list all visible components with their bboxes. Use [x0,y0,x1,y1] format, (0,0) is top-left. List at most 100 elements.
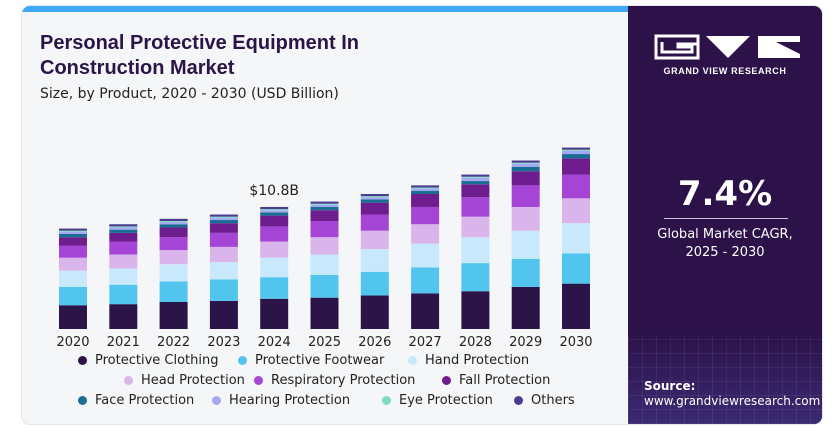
x-tick-label-2029: 2029 [509,335,542,350]
bar-segment-protective-footwear-2026 [360,271,389,296]
bar-segment-others-2022 [159,218,188,221]
bar-segment-hand-protection-2029 [511,230,540,259]
source-link[interactable]: www.grandviewresearch.com [644,394,821,408]
bar-segment-fall-protection-2023 [209,223,238,233]
bar-segment-hearing-protection-2023 [209,217,238,220]
brand-name: GRAND VIEW RESEARCH [663,66,787,76]
bar-segment-protective-clothing-2029 [511,286,540,329]
x-tick-label-2024: 2024 [258,335,291,350]
bar-segment-respiratory-protection-2028 [461,197,490,217]
bar-segment-hand-protection-2030 [562,223,590,254]
legend-item-protective-footwear: Protective Footwear [238,353,384,368]
value-annotation: $10.8B [249,183,299,199]
bar-segment-head-protection-2022 [159,250,188,265]
bar-segment-hearing-protection-2020 [59,231,87,234]
bar-segment-face-protection-2023 [209,219,238,224]
bar-segment-others-2026 [360,194,389,197]
bar-segment-protective-clothing-2023 [209,300,238,329]
x-tick-label-2022: 2022 [157,335,190,350]
bar-segment-protective-clothing-2024 [260,298,289,329]
bar-segment-protective-clothing-2021 [109,304,138,329]
x-tick-label-2021: 2021 [107,335,140,350]
legend-swatch [254,376,263,385]
bar-segment-others-2029 [511,160,540,163]
legend-item-others: Others [514,393,575,408]
legend-swatch [78,356,87,365]
accent-bar [22,6,628,12]
bar-segment-face-protection-2022 [159,224,188,228]
legend-item-head-protection: Head Protection [124,373,245,388]
bar-segment-hand-protection-2021 [109,268,138,285]
legend-swatch [78,396,87,405]
cagr-label: Global Market CAGR, 2025 - 2030 [628,226,822,262]
bar-segment-head-protection-2028 [461,216,490,238]
bar-segment-hand-protection-2020 [59,270,87,287]
bar-segment-others-2021 [109,224,138,227]
legend-label: Eye Protection [399,393,493,408]
bar-segment-hand-protection-2024 [260,257,289,278]
bar-segment-fall-protection-2028 [461,184,490,198]
bar-segment-face-protection-2020 [59,233,87,238]
x-tick-label-2026: 2026 [358,335,391,350]
bar-segment-eye-protection-2027 [411,187,440,189]
bar-segment-hand-protection-2027 [411,243,440,268]
bar-segment-protective-clothing-2022 [159,302,188,329]
bar-segment-fall-protection-2024 [260,215,289,227]
bar-segment-fall-protection-2029 [511,171,540,186]
bar-segment-others-2025 [310,201,339,204]
bar-segment-face-protection-2026 [360,199,389,203]
bar-segment-others-2027 [411,185,440,188]
panel-decoration [628,334,822,424]
bar-segment-protective-footwear-2021 [109,284,138,305]
bar-segment-head-protection-2027 [411,224,440,244]
bar-segment-others-2023 [209,214,238,217]
bar-segment-eye-protection-2024 [260,209,289,211]
bar-segment-protective-footwear-2030 [562,253,590,284]
bar-segment-others-2020 [59,228,87,231]
bar-segment-head-protection-2023 [209,246,238,263]
bar-segment-face-protection-2025 [310,206,339,211]
x-tick-label-2027: 2027 [409,335,442,350]
bar-segment-eye-protection-2029 [511,162,540,164]
legend-item-hand-protection: Hand Protection [408,353,529,368]
legend-item-face-protection: Face Protection [78,393,194,408]
bar-segment-fall-protection-2030 [562,158,590,175]
x-tick-label-2030: 2030 [559,335,592,350]
legend-label: Hearing Protection [229,393,351,408]
legend-label: Protective Footwear [255,353,385,368]
bar-segment-head-protection-2024 [260,241,289,258]
bar-segment-protective-footwear-2029 [511,258,540,287]
bar-segment-respiratory-protection-2023 [209,232,238,247]
legend-swatch [442,376,451,385]
bar-segment-protective-footwear-2027 [411,267,440,294]
x-tick-label-2025: 2025 [308,335,341,350]
bar-segment-hearing-protection-2030 [562,150,590,155]
legend-item-hearing-protection: Hearing Protection [212,393,350,408]
legend-swatch [124,376,133,385]
bar-segment-hearing-protection-2025 [310,204,339,207]
bar-segment-respiratory-protection-2022 [159,237,188,251]
x-tick-label-2020: 2020 [56,335,89,350]
bar-segment-respiratory-protection-2024 [260,226,289,242]
bar-segment-hearing-protection-2029 [511,163,540,167]
bar-segment-protective-clothing-2030 [562,283,590,329]
x-tick-label-2023: 2023 [207,335,240,350]
bar-segment-eye-protection-2020 [59,230,87,232]
bar-segment-eye-protection-2023 [209,216,238,218]
bar-segment-hearing-protection-2028 [461,177,490,182]
legend-swatch [212,396,221,405]
legend-swatch [382,396,391,405]
source-label: Source: [644,379,696,393]
bar-segment-fall-protection-2022 [159,227,188,238]
bar-segment-face-protection-2029 [511,167,540,172]
bar-segment-fall-protection-2020 [59,237,87,246]
legend-item-eye-protection: Eye Protection [382,393,493,408]
bar-segment-head-protection-2030 [562,198,590,224]
bar-segment-respiratory-protection-2027 [411,206,440,225]
legend-label: Protective Clothing [95,353,219,368]
bar-segment-others-2028 [461,174,490,177]
bar-segment-hand-protection-2028 [461,237,490,264]
legend-label: Fall Protection [459,373,551,388]
bar-segment-respiratory-protection-2020 [59,245,87,258]
bar-segment-eye-protection-2025 [310,203,339,205]
